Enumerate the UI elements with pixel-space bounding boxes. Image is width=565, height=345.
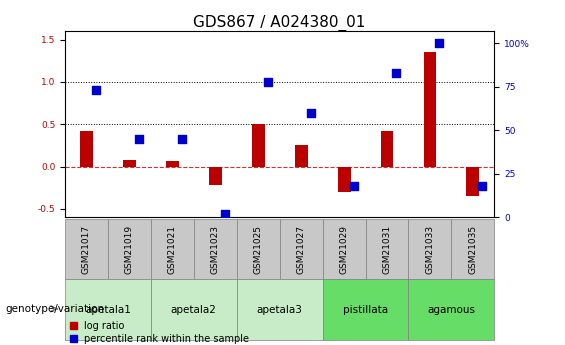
Legend: log ratio, percentile rank within the sample: log ratio, percentile rank within the sa… bbox=[70, 321, 249, 344]
Bar bbox=[65, 279, 151, 340]
Point bbox=[478, 183, 487, 189]
Bar bbox=[194, 219, 237, 279]
Point bbox=[435, 40, 444, 46]
Text: GSM21033: GSM21033 bbox=[425, 225, 434, 274]
Text: GSM21019: GSM21019 bbox=[125, 225, 134, 274]
Bar bbox=[65, 219, 108, 279]
Text: GSM21025: GSM21025 bbox=[254, 225, 263, 274]
Point bbox=[220, 211, 229, 217]
Text: agamous: agamous bbox=[428, 305, 475, 315]
Point bbox=[263, 79, 272, 84]
Bar bbox=[237, 219, 280, 279]
Point bbox=[92, 88, 101, 93]
Text: apetala1: apetala1 bbox=[85, 305, 131, 315]
Bar bbox=[123, 160, 136, 167]
Text: GSM21017: GSM21017 bbox=[82, 225, 91, 274]
Bar bbox=[381, 131, 393, 167]
Bar bbox=[323, 279, 408, 340]
Text: GSM21031: GSM21031 bbox=[383, 225, 392, 274]
Bar bbox=[424, 52, 436, 167]
Point bbox=[177, 136, 186, 142]
Bar bbox=[151, 279, 237, 340]
Bar bbox=[166, 161, 179, 167]
Text: genotype/variation: genotype/variation bbox=[6, 304, 105, 314]
Bar bbox=[80, 131, 93, 167]
Point bbox=[349, 183, 358, 189]
Text: GSM21021: GSM21021 bbox=[168, 225, 177, 274]
Bar bbox=[209, 167, 221, 185]
Bar bbox=[151, 219, 194, 279]
Bar bbox=[366, 219, 408, 279]
Text: GSM21029: GSM21029 bbox=[340, 225, 349, 274]
Text: apetala2: apetala2 bbox=[171, 305, 217, 315]
Point bbox=[306, 110, 315, 116]
Text: GSM21035: GSM21035 bbox=[468, 225, 477, 274]
Bar bbox=[408, 219, 451, 279]
Point bbox=[134, 136, 144, 142]
Point bbox=[392, 70, 401, 76]
Text: pistillata: pistillata bbox=[343, 305, 388, 315]
Bar bbox=[323, 219, 366, 279]
Bar bbox=[252, 124, 264, 167]
Bar bbox=[467, 167, 479, 196]
Bar bbox=[295, 145, 307, 167]
Bar bbox=[451, 219, 494, 279]
Bar bbox=[280, 219, 323, 279]
Bar bbox=[237, 279, 323, 340]
Text: GSM21027: GSM21027 bbox=[297, 225, 306, 274]
Bar bbox=[108, 219, 151, 279]
Title: GDS867 / A024380_01: GDS867 / A024380_01 bbox=[193, 15, 366, 31]
Bar bbox=[408, 279, 494, 340]
Text: GSM21023: GSM21023 bbox=[211, 225, 220, 274]
Text: apetala3: apetala3 bbox=[257, 305, 303, 315]
Bar bbox=[338, 167, 350, 192]
